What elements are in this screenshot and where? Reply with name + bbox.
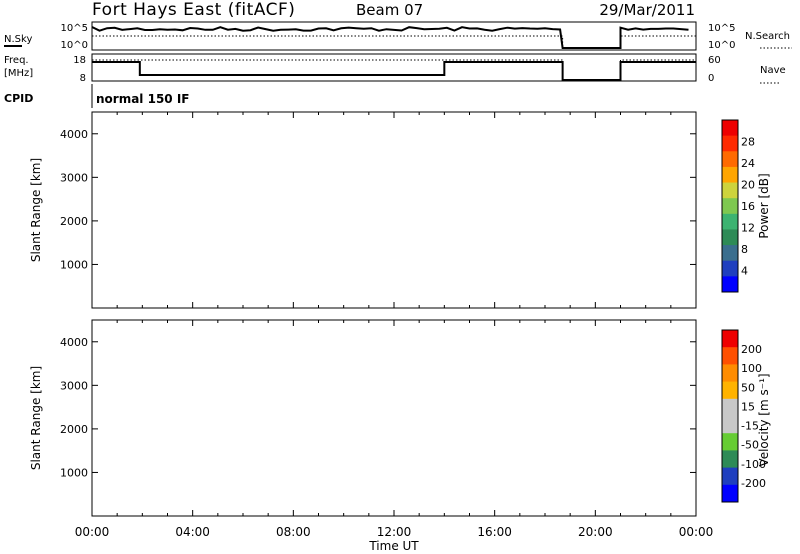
velocity-colorbar-label: Velocity [m s⁻¹] [757, 373, 771, 466]
nave-label: Nave [760, 65, 786, 76]
colorbar-segment [722, 229, 738, 246]
nsearch-label: N.Search [745, 31, 790, 42]
time-tick-label: 00:00 [75, 525, 110, 539]
colorbar-segment [722, 198, 738, 215]
y-tick-label: 2000 [60, 423, 88, 436]
freq-series [92, 61, 696, 81]
time-tick-label: 04:00 [175, 525, 210, 539]
freq-panel: Freq. [MHz] 18 8 60 0 Nave [4, 53, 786, 84]
time-tick-label: 08:00 [276, 525, 311, 539]
velocity-x-axis [91, 320, 697, 516]
power-colorbar [721, 119, 739, 293]
cpid-label: CPID [4, 92, 33, 105]
colorbar-tick-label: 15 [741, 400, 755, 413]
y-tick-label: 4000 [60, 336, 88, 349]
cpid-value: normal 150 IF [96, 92, 190, 106]
colorbar-segment [722, 450, 738, 469]
power-y-axis: 1000 2000 3000 4000 [60, 128, 696, 271]
colorbar-tick-label: 100 [741, 362, 762, 375]
freq-tick-bottom: 8 [80, 73, 86, 84]
power-x-axis [91, 112, 697, 308]
colorbar-tick-label: -50 [741, 439, 759, 452]
colorbar-tick-label: 20 [741, 179, 755, 192]
power-colorbar-ticks: 28 24 20 16 12 8 4 [741, 136, 755, 278]
freq-tick-top: 18 [73, 55, 86, 66]
colorbar-segment [722, 364, 738, 383]
power-frame [91, 111, 697, 309]
colorbar-tick-label: 200 [741, 343, 762, 356]
colorbar-segment [722, 182, 738, 199]
colorbar-tick-label: -100 [741, 458, 766, 471]
colorbar-segment [722, 347, 738, 365]
colorbar-segment [722, 330, 738, 348]
power-panel: 1000 2000 3000 4000 Slant Range [km] [29, 111, 697, 309]
nsky-tick-bottom: 10^0 [61, 40, 88, 51]
colorbar-segment [722, 467, 738, 486]
colorbar-segment [722, 213, 738, 230]
colorbar-tick-label: 4 [741, 265, 748, 278]
colorbar-segment [722, 166, 738, 184]
colorbar-tick-label: 16 [741, 200, 755, 213]
power-ylabel: Slant Range [km] [29, 158, 43, 262]
y-tick-label: 1000 [60, 258, 88, 271]
colorbar-segment [722, 135, 738, 152]
time-tick-labels: 00:00 04:00 08:00 12:00 16:00 20:00 00:00 [75, 525, 714, 539]
colorbar-tick-label: -200 [741, 477, 766, 490]
colorbar-tick-label: 8 [741, 243, 748, 256]
y-tick-label: 4000 [60, 128, 88, 141]
velocity-ylabel: Slant Range [km] [29, 366, 43, 470]
nsky-series [91, 26, 689, 49]
colorbar-segment [722, 276, 738, 293]
station-title: Fort Hays East (fitACF) [92, 0, 295, 20]
nsky-tick-top: 10^5 [61, 23, 88, 34]
beam-label: Beam 07 [356, 1, 423, 19]
nsky-panel: N.Sky 10^5 10^0 10^5 10^0 N.Search [4, 21, 792, 51]
colorbar-segment [722, 151, 738, 168]
date-label: 29/Mar/2011 [599, 1, 695, 19]
colorbar-segment [722, 398, 738, 417]
time-axis-label: Time UT [368, 539, 419, 553]
colorbar-tick-label: 24 [741, 157, 755, 170]
colorbar-segment [722, 433, 738, 451]
colorbar-segment [722, 416, 738, 434]
colorbar-segment [722, 245, 738, 262]
velocity-y-axis: 1000 2000 3000 4000 [60, 336, 696, 479]
colorbar-frame [721, 329, 739, 503]
velocity-colorbar-ticks: 200 100 50 15 -15 -50 -100 -200 [741, 343, 766, 490]
time-tick-label: 12:00 [377, 525, 412, 539]
colorbar-segment [722, 484, 738, 503]
nave-tick-bottom: 0 [708, 73, 714, 84]
nsearch-tick-top: 10^5 [708, 23, 735, 34]
colorbar-tick-label: 28 [741, 136, 755, 149]
colorbar-segment [722, 260, 738, 277]
nsearch-series [92, 35, 696, 49]
velocity-frame [91, 319, 697, 517]
nsky-label: N.Sky [4, 34, 32, 45]
freq-label-line1: Freq. [4, 55, 29, 66]
power-colorbar-label: Power [dB] [757, 173, 771, 238]
freq-frame [91, 53, 697, 82]
colorbar-frame [721, 119, 739, 293]
velocity-colorbar [721, 329, 739, 503]
colorbar-tick-label: 12 [741, 222, 755, 235]
y-tick-label: 3000 [60, 171, 88, 184]
y-tick-label: 1000 [60, 466, 88, 479]
nsearch-tick-bottom: 10^0 [708, 40, 735, 51]
time-tick-label: 00:00 [679, 525, 714, 539]
colorbar-tick-label: 50 [741, 381, 755, 394]
nave-series [92, 59, 696, 81]
cpid-row: CPID normal 150 IF [4, 84, 190, 108]
colorbar-segment [722, 120, 738, 137]
nave-tick-top: 60 [708, 55, 721, 66]
colorbar-tick-label: -15 [741, 420, 759, 433]
time-tick-label: 20:00 [578, 525, 613, 539]
y-tick-label: 3000 [60, 379, 88, 392]
freq-label-line2: [MHz] [4, 68, 33, 79]
colorbar-segment [722, 381, 738, 400]
y-tick-label: 2000 [60, 215, 88, 228]
velocity-panel: 1000 2000 3000 4000 Slant Range [km] [29, 319, 697, 517]
time-tick-label: 16:00 [477, 525, 512, 539]
